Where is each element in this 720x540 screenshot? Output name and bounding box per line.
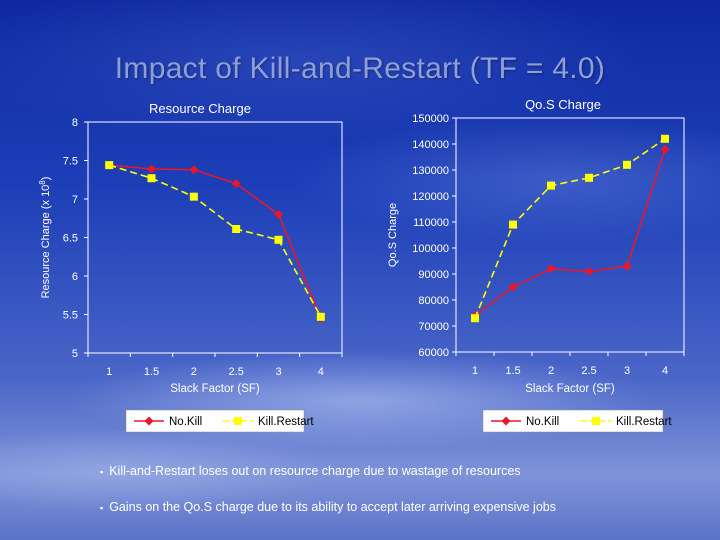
data-point-marker [622, 261, 632, 271]
x-tick-label: 3 [275, 366, 281, 378]
legend-label: No.Kill [526, 416, 559, 428]
data-point-marker [547, 181, 555, 190]
data-point-marker [189, 192, 198, 201]
y-tick-label: 110000 [413, 217, 449, 229]
legend-label: Kill.Restart [258, 416, 314, 428]
y-tick-label: 90000 [418, 269, 449, 281]
y-tick-label: 7 [72, 194, 78, 206]
data-point-marker [508, 282, 518, 292]
data-point-marker [274, 235, 283, 244]
bullet-dot-icon: ▪ [100, 502, 104, 513]
series-line [109, 164, 322, 319]
x-tick-label: 4 [662, 365, 668, 377]
x-tick-label: 1 [106, 366, 112, 378]
x-axis-label: Slack Factor (SF) [525, 383, 615, 395]
legend-marker-icon [592, 417, 600, 425]
bullet-item: ▪ Gains on the Qo.S charge due to its abi… [100, 500, 556, 514]
data-point-marker [623, 160, 631, 169]
legend-marker-icon [144, 416, 154, 426]
legend-label: No.Kill [169, 416, 202, 428]
x-tick-label: 2.5 [229, 366, 244, 378]
y-axis-label: Resource Charge (x 108) [38, 177, 52, 299]
x-tick-label: 3 [624, 365, 630, 377]
y-tick-label: 5 [72, 348, 78, 360]
data-point-marker [509, 220, 517, 229]
data-point-marker [105, 161, 114, 170]
x-tick-label: 2 [548, 365, 554, 377]
y-tick-label: 70000 [418, 321, 449, 333]
y-tick-label: 7.5 [63, 156, 78, 168]
y-tick-label: 6.5 [63, 233, 78, 245]
data-point-marker [585, 173, 593, 182]
bullet-text: Kill-and-Restart loses out on resource c… [109, 464, 521, 478]
data-point-marker [660, 144, 670, 154]
y-tick-label: 130000 [412, 165, 449, 177]
y-tick-label: 5.5 [63, 310, 78, 322]
data-point-marker [189, 165, 199, 175]
y-tick-label: 6 [72, 271, 78, 283]
y-tick-label: 140000 [412, 139, 449, 151]
series-line [108, 164, 322, 318]
data-point-marker [584, 266, 594, 276]
plot-area [87, 121, 343, 354]
bullet-item: ▪ Kill-and-Restart loses out on resource … [100, 464, 556, 478]
x-axis-label: Slack Factor (SF) [170, 383, 260, 395]
y-tick-label: 60000 [418, 347, 449, 359]
data-point-marker [147, 174, 156, 183]
x-tick-label: 4 [318, 366, 324, 378]
resource-charge-chart: Resource Charge 5 5.5 6 6.5 7 7.5 8 1 1.5 2 2.5 3 4 Sl… [38, 101, 343, 433]
bullet-text: Gains on the Qo.S charge due to its abil… [109, 500, 556, 514]
data-point-marker [232, 225, 241, 234]
legend-box [125, 409, 305, 433]
legend-box [482, 409, 664, 433]
data-point-marker [316, 312, 325, 321]
y-tick-label: 8 [72, 117, 78, 129]
qos-charge-chart: Qo.S Charge 60000 70000 80000 90000 100000 110… [387, 97, 685, 433]
data-point-marker [231, 179, 241, 189]
legend-label: Kill.Restart [616, 416, 672, 428]
x-tick-label: 1 [472, 365, 478, 377]
legend-marker-icon [234, 417, 242, 425]
y-tick-label: 100000 [412, 243, 449, 255]
y-tick-label: 80000 [418, 295, 449, 307]
slide-title: Impact of Kill-and-Restart (TF = 4.0) [114, 52, 606, 85]
chart-title: Qo.S Charge [525, 97, 601, 112]
y-tick-label: 120000 [412, 191, 449, 203]
y-axis-label: Qo.S Charge [387, 203, 399, 267]
x-tick-label: 1.5 [505, 365, 520, 377]
data-point-marker [147, 164, 156, 174]
bullet-list: ▪ Kill-and-Restart loses out on resource … [100, 464, 556, 536]
y-tick-label: 150000 [412, 113, 449, 125]
data-point-marker [661, 134, 669, 143]
legend-marker-icon [501, 416, 511, 426]
chart-title: Resource Charge [149, 101, 251, 116]
series-line [474, 148, 666, 317]
x-tick-label: 2 [191, 366, 197, 378]
bullet-dot-icon: ▪ [100, 466, 104, 477]
series-line [474, 138, 666, 319]
x-tick-label: 1.5 [144, 366, 159, 378]
data-point-marker [546, 264, 556, 274]
x-tick-label: 2.5 [581, 365, 596, 377]
data-point-marker [274, 209, 283, 219]
data-point-marker [471, 314, 479, 323]
plot-area [455, 117, 685, 353]
